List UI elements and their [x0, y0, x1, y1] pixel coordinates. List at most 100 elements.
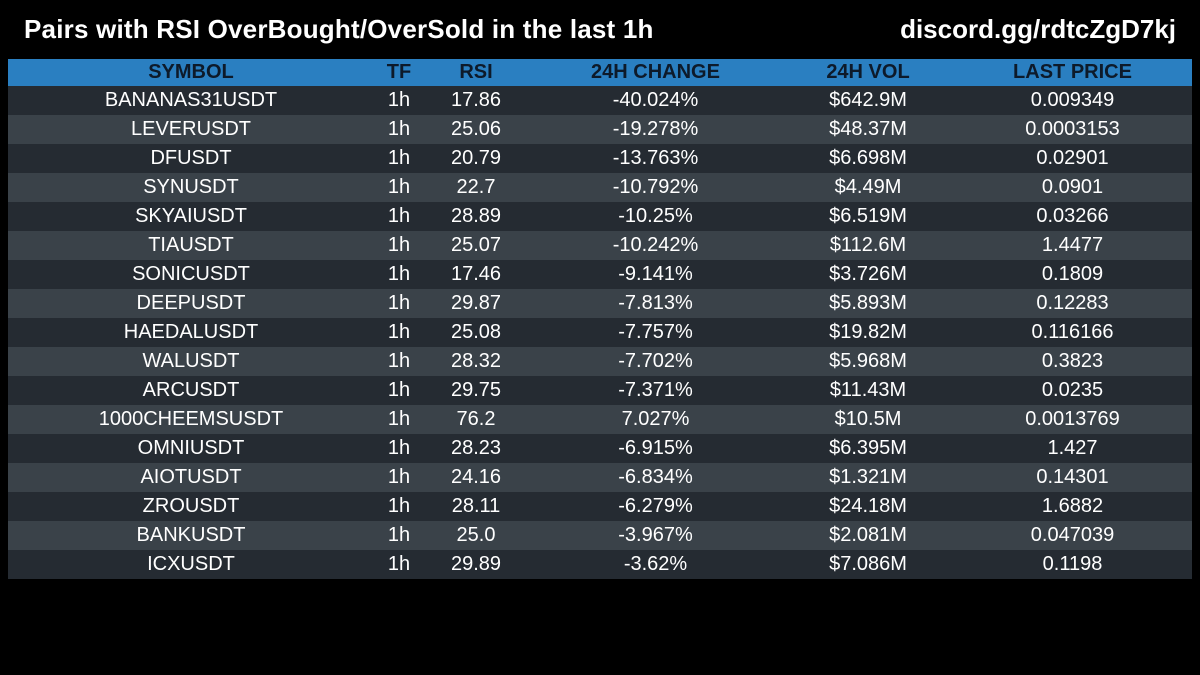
table-row[interactable]: WALUSDT 1h 28.32 -7.702% $5.968M 0.3823 — [8, 347, 1192, 376]
cell-24h-vol: $1.321M — [829, 466, 907, 488]
table-row[interactable]: 1000CHEEMSUSDT 1h 76.2 7.027% $10.5M 0.001376… — [8, 405, 1192, 434]
cell-last-price: 0.12283 — [1036, 292, 1109, 314]
cell-24h-vol: $3.726M — [829, 263, 907, 285]
column-header-last-price[interactable]: LAST PRICE — [1013, 61, 1132, 83]
cell-rsi: 29.89 — [450, 553, 502, 575]
cell-rsi: 25.08 — [450, 321, 502, 343]
cell-tf: 1h — [387, 234, 411, 256]
cell-symbol: WALUSDT — [142, 350, 240, 372]
table-header-row: SYMBOL TF RSI 24H CHANGE 24H VOL LAST PR… — [8, 59, 1192, 86]
cell-symbol: DEEPUSDT — [136, 292, 246, 314]
cell-last-price: 0.009349 — [1030, 89, 1115, 111]
page-title: Pairs with RSI OverBought/OverSold in th… — [24, 14, 654, 44]
table-row[interactable]: OMNIUSDT 1h 28.23 -6.915% $6.395M 1.427 — [8, 434, 1192, 463]
table-row[interactable]: DFUSDT 1h 20.79 -13.763% $6.698M 0.02901 — [8, 144, 1192, 173]
cell-rsi: 20.79 — [450, 147, 502, 169]
cell-24h-vol: $2.081M — [829, 524, 907, 546]
cell-tf: 1h — [387, 350, 411, 372]
table-row[interactable]: SONICUSDT 1h 17.46 -9.141% $3.726M 0.1809 — [8, 260, 1192, 289]
rsi-table-container: SYMBOL TF RSI 24H CHANGE 24H VOL LAST PR… — [8, 59, 1192, 579]
cell-tf: 1h — [387, 524, 411, 546]
cell-24h-change: -10.242% — [612, 234, 699, 256]
cell-symbol: ICXUSDT — [147, 553, 235, 575]
cell-tf: 1h — [387, 176, 411, 198]
cell-symbol: SYNUSDT — [143, 176, 239, 198]
cell-last-price: 0.03266 — [1036, 205, 1109, 227]
column-header-24h-vol[interactable]: 24H VOL — [826, 61, 910, 83]
cell-last-price: 1.4477 — [1041, 234, 1104, 256]
column-header-tf[interactable]: TF — [386, 61, 412, 83]
cell-24h-vol: $5.893M — [829, 292, 907, 314]
cell-tf: 1h — [387, 437, 411, 459]
cell-symbol: SONICUSDT — [132, 263, 250, 285]
cell-24h-vol: $4.49M — [834, 176, 902, 198]
cell-24h-change: -7.371% — [618, 379, 693, 401]
cell-tf: 1h — [387, 147, 411, 169]
cell-last-price: 0.1809 — [1041, 263, 1104, 285]
cell-24h-vol: $6.698M — [829, 147, 907, 169]
cell-24h-vol: $6.519M — [829, 205, 907, 227]
table-row[interactable]: BANANAS31USDT 1h 17.86 -40.024% $642.9M 0.009… — [8, 86, 1192, 115]
cell-last-price: 0.0235 — [1041, 379, 1104, 401]
cell-rsi: 25.06 — [450, 118, 502, 140]
table-row[interactable]: LEVERUSDT 1h 25.06 -19.278% $48.37M 0.0003153 — [8, 115, 1192, 144]
cell-24h-change: -3.967% — [618, 524, 693, 546]
cell-24h-change: -19.278% — [612, 118, 699, 140]
table-row[interactable]: SYNUSDT 1h 22.7 -10.792% $4.49M 0.0901 — [8, 173, 1192, 202]
cell-24h-vol: $6.395M — [829, 437, 907, 459]
cell-symbol: ZROUSDT — [142, 495, 240, 517]
cell-tf: 1h — [387, 495, 411, 517]
cell-24h-vol: $112.6M — [829, 234, 907, 256]
table-row[interactable]: ARCUSDT 1h 29.75 -7.371% $11.43M 0.0235 — [8, 376, 1192, 405]
table-row[interactable]: DEEPUSDT 1h 29.87 -7.813% $5.893M 0.12283 — [8, 289, 1192, 318]
cell-tf: 1h — [387, 379, 411, 401]
table-body: BANANAS31USDT 1h 17.86 -40.024% $642.9M 0.009… — [8, 86, 1192, 579]
cell-symbol: BANANAS31USDT — [104, 89, 278, 111]
table-row[interactable]: ZROUSDT 1h 28.11 -6.279% $24.18M 1.6882 — [8, 492, 1192, 521]
cell-24h-vol: $5.968M — [829, 350, 907, 372]
cell-24h-change: -13.763% — [612, 147, 699, 169]
cell-tf: 1h — [387, 408, 411, 430]
cell-symbol: SKYAIUSDT — [135, 205, 247, 227]
cell-24h-change: -7.757% — [618, 321, 693, 343]
table-row[interactable]: AIOTUSDT 1h 24.16 -6.834% $1.321M 0.14301 — [8, 463, 1192, 492]
cell-symbol: ARCUSDT — [142, 379, 240, 401]
cell-tf: 1h — [387, 466, 411, 488]
table-row[interactable]: ICXUSDT 1h 29.89 -3.62% $7.086M 0.1198 — [8, 550, 1192, 579]
cell-rsi: 29.87 — [450, 292, 502, 314]
cell-rsi: 28.32 — [450, 350, 502, 372]
cell-last-price: 0.047039 — [1030, 524, 1115, 546]
table-row[interactable]: BANKUSDT 1h 25.0 -3.967% $2.081M 0.047039 — [8, 521, 1192, 550]
cell-24h-change: -3.62% — [623, 553, 688, 575]
cell-rsi: 25.0 — [456, 524, 496, 546]
cell-symbol: TIAUSDT — [148, 234, 234, 256]
cell-rsi: 24.16 — [450, 466, 502, 488]
table-row[interactable]: TIAUSDT 1h 25.07 -10.242% $112.6M 1.4477 — [8, 231, 1192, 260]
cell-last-price: 0.14301 — [1036, 466, 1109, 488]
cell-last-price: 1.6882 — [1041, 495, 1104, 517]
column-header-24h-change[interactable]: 24H CHANGE — [591, 61, 720, 83]
cell-24h-vol: $48.37M — [829, 118, 907, 140]
cell-symbol: 1000CHEEMSUSDT — [98, 408, 284, 430]
cell-tf: 1h — [387, 553, 411, 575]
cell-24h-change: -7.813% — [618, 292, 693, 314]
table-row[interactable]: SKYAIUSDT 1h 28.89 -10.25% $6.519M 0.03266 — [8, 202, 1192, 231]
cell-last-price: 0.0013769 — [1025, 408, 1120, 430]
cell-24h-change: -6.915% — [618, 437, 693, 459]
column-header-symbol[interactable]: SYMBOL — [148, 61, 234, 83]
cell-symbol: BANKUSDT — [136, 524, 246, 546]
cell-rsi: 28.89 — [450, 205, 502, 227]
cell-24h-change: -7.702% — [618, 350, 693, 372]
cell-rsi: 28.11 — [451, 495, 501, 517]
cell-last-price: 0.02901 — [1036, 147, 1109, 169]
cell-last-price: 0.116166 — [1031, 321, 1114, 343]
cell-tf: 1h — [387, 263, 411, 285]
column-header-rsi[interactable]: RSI — [459, 61, 493, 83]
cell-rsi: 22.7 — [456, 176, 496, 198]
cell-24h-vol: $24.18M — [829, 495, 907, 517]
cell-rsi: 25.07 — [450, 234, 502, 256]
cell-24h-change: -10.25% — [618, 205, 693, 227]
table-row[interactable]: HAEDALUSDT 1h 25.08 -7.757% $19.82M 0.116166 — [8, 318, 1192, 347]
cell-24h-vol: $19.82M — [829, 321, 907, 343]
discord-link[interactable]: discord.gg/rdtcZgD7kj — [900, 14, 1176, 44]
